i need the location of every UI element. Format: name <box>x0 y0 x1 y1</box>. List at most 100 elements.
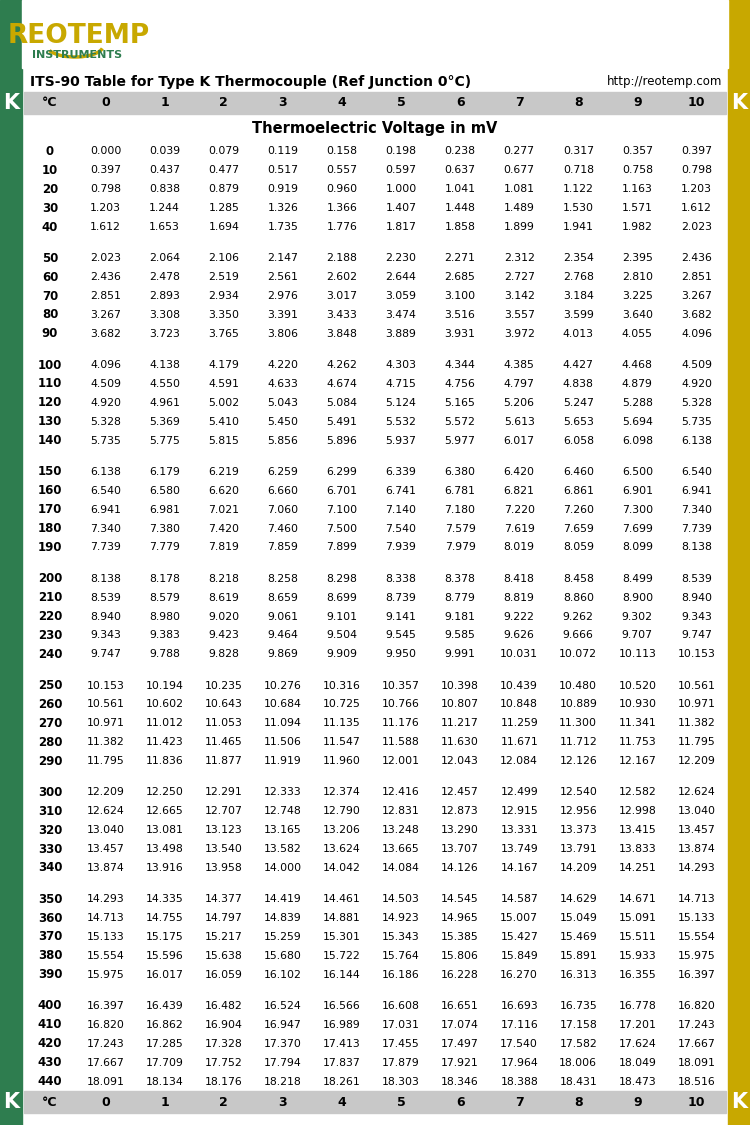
Text: 12.001: 12.001 <box>382 756 420 766</box>
Text: 16.862: 16.862 <box>146 1020 184 1029</box>
Text: 10.971: 10.971 <box>86 718 124 728</box>
Text: 7.859: 7.859 <box>268 542 298 552</box>
Text: 7.340: 7.340 <box>90 523 121 533</box>
Text: 9.061: 9.061 <box>267 612 298 621</box>
Text: 17.285: 17.285 <box>146 1038 184 1048</box>
Text: 17.540: 17.540 <box>500 1038 538 1048</box>
Text: 2.727: 2.727 <box>504 272 535 282</box>
Text: K: K <box>3 1092 19 1112</box>
Text: 11.960: 11.960 <box>323 756 361 766</box>
Text: 5: 5 <box>397 1096 406 1108</box>
Text: 18.303: 18.303 <box>382 1077 420 1087</box>
Text: 10.561: 10.561 <box>677 681 716 691</box>
Text: 10.602: 10.602 <box>146 700 184 710</box>
Text: 3.848: 3.848 <box>326 328 357 339</box>
Text: 100: 100 <box>38 359 62 371</box>
Text: 10.643: 10.643 <box>205 700 243 710</box>
Text: 5.369: 5.369 <box>149 416 180 426</box>
Text: 15.554: 15.554 <box>677 932 716 942</box>
Text: 0.677: 0.677 <box>504 165 535 176</box>
Text: 15.933: 15.933 <box>619 951 656 961</box>
Text: INSTRUMENTS: INSTRUMENTS <box>32 50 122 60</box>
Text: 130: 130 <box>38 415 62 429</box>
Text: 14.965: 14.965 <box>441 914 479 922</box>
Text: 5: 5 <box>397 97 406 109</box>
Text: 5.491: 5.491 <box>326 416 357 426</box>
Text: 5.043: 5.043 <box>267 398 298 408</box>
Text: 7.659: 7.659 <box>562 523 594 533</box>
Text: 16.017: 16.017 <box>146 970 184 980</box>
Text: 390: 390 <box>38 969 62 981</box>
Text: 7.699: 7.699 <box>622 523 652 533</box>
Text: 11.547: 11.547 <box>323 737 361 747</box>
Text: 18.516: 18.516 <box>677 1077 716 1087</box>
Text: 15.975: 15.975 <box>677 951 716 961</box>
Text: 8.940: 8.940 <box>90 612 121 621</box>
Text: 15.680: 15.680 <box>264 951 302 961</box>
Text: 0.397: 0.397 <box>90 165 121 176</box>
Text: 13.040: 13.040 <box>677 807 716 817</box>
Text: http://reotemp.com: http://reotemp.com <box>607 75 722 89</box>
Text: 3.682: 3.682 <box>681 310 712 319</box>
Text: 6.500: 6.500 <box>622 467 653 477</box>
Text: 0.079: 0.079 <box>209 146 239 156</box>
Text: 12.126: 12.126 <box>560 756 597 766</box>
Text: 2.188: 2.188 <box>326 253 357 263</box>
Text: 3.308: 3.308 <box>149 310 180 319</box>
Text: 5.084: 5.084 <box>326 398 358 408</box>
Text: 14.293: 14.293 <box>677 863 716 873</box>
Text: 4.920: 4.920 <box>90 398 121 408</box>
Text: 10.684: 10.684 <box>264 700 302 710</box>
Text: 17.879: 17.879 <box>382 1058 420 1068</box>
Text: 12.707: 12.707 <box>205 807 243 817</box>
Text: 4: 4 <box>338 1096 346 1108</box>
Text: 8.619: 8.619 <box>209 593 239 603</box>
Text: 250: 250 <box>38 680 62 692</box>
Text: 6: 6 <box>456 1096 464 1108</box>
Text: 0.357: 0.357 <box>622 146 652 156</box>
Text: 10.848: 10.848 <box>500 700 538 710</box>
Bar <box>24 1091 726 1113</box>
Text: 13.833: 13.833 <box>619 844 656 854</box>
Text: 17.921: 17.921 <box>441 1058 479 1068</box>
Text: 11.341: 11.341 <box>619 718 656 728</box>
Text: 20: 20 <box>42 182 58 196</box>
Text: 10.725: 10.725 <box>323 700 361 710</box>
Text: 5.896: 5.896 <box>326 435 357 446</box>
Text: 10.072: 10.072 <box>560 649 597 659</box>
Text: 13.040: 13.040 <box>86 825 124 835</box>
Text: 16.735: 16.735 <box>560 1001 597 1011</box>
Text: 1.081: 1.081 <box>504 184 535 195</box>
Text: 16.947: 16.947 <box>264 1020 302 1029</box>
Text: 13.874: 13.874 <box>677 844 716 854</box>
Text: 7.140: 7.140 <box>386 505 416 515</box>
Text: 6.179: 6.179 <box>149 467 180 477</box>
Text: 4.756: 4.756 <box>445 379 476 389</box>
Text: 0.277: 0.277 <box>504 146 535 156</box>
Text: 15.217: 15.217 <box>205 932 242 942</box>
Text: 7.300: 7.300 <box>622 505 653 515</box>
Text: 10: 10 <box>688 1096 705 1108</box>
Text: 2.395: 2.395 <box>622 253 652 263</box>
Text: 2: 2 <box>219 97 228 109</box>
Text: 15.722: 15.722 <box>323 951 361 961</box>
Text: 1.000: 1.000 <box>386 184 417 195</box>
Text: 12.209: 12.209 <box>677 756 716 766</box>
Text: 1.899: 1.899 <box>504 222 535 232</box>
Text: 4.920: 4.920 <box>681 379 712 389</box>
Text: 280: 280 <box>38 736 62 749</box>
Text: 7.619: 7.619 <box>504 523 535 533</box>
Text: 8.138: 8.138 <box>90 574 121 584</box>
Text: 10.276: 10.276 <box>264 681 302 691</box>
Text: 2.768: 2.768 <box>562 272 594 282</box>
Text: 6.941: 6.941 <box>681 486 712 496</box>
Text: 10: 10 <box>688 97 705 109</box>
Text: 2.685: 2.685 <box>445 272 476 282</box>
Text: 6.941: 6.941 <box>90 505 121 515</box>
Text: 16.102: 16.102 <box>264 970 302 980</box>
Text: 160: 160 <box>38 484 62 497</box>
Text: 0.557: 0.557 <box>326 165 358 176</box>
Text: 400: 400 <box>38 999 62 1012</box>
Text: 2.934: 2.934 <box>209 291 239 302</box>
Text: 10.480: 10.480 <box>560 681 597 691</box>
